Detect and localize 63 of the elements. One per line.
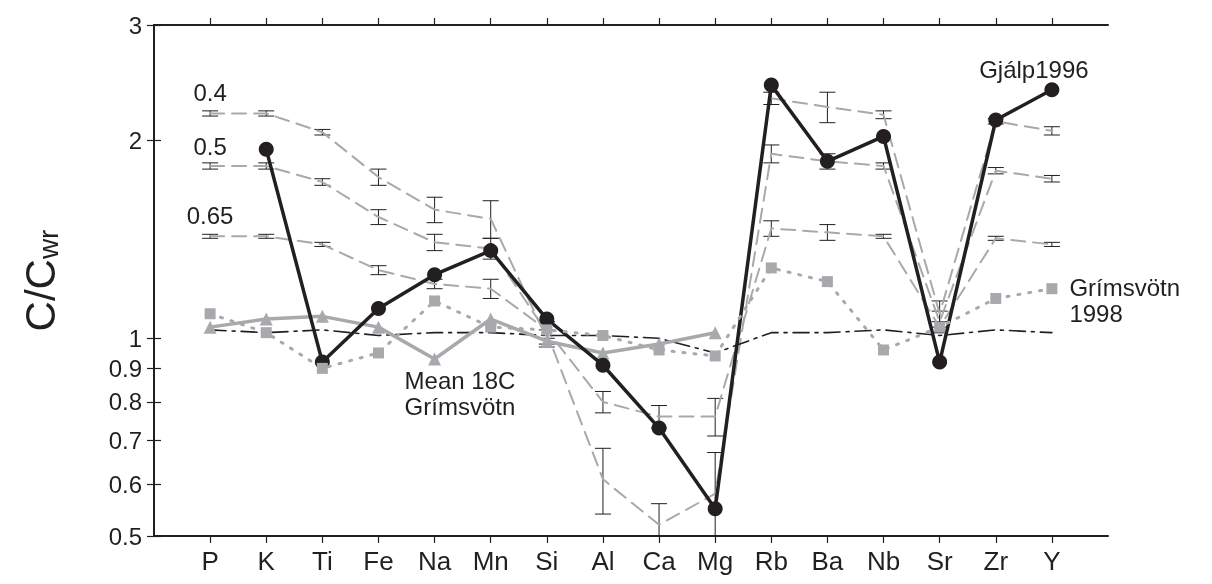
x-tick-label: Ca [642, 546, 677, 576]
x-tick-label: Nb [866, 546, 901, 576]
y-tick-label: 1 [128, 324, 142, 352]
point [990, 292, 1002, 304]
series-label: 0.4 [193, 78, 227, 106]
point [203, 320, 217, 334]
x-tick-label: K [257, 546, 276, 576]
y-axis-title: C/Cwr [16, 229, 64, 332]
point [428, 352, 442, 366]
point [821, 276, 833, 288]
point [316, 362, 328, 374]
x-tick-label: P [201, 546, 219, 576]
x-tick-label: Mn [472, 546, 509, 576]
y-tick-label: 3 [128, 11, 142, 39]
point [708, 326, 722, 340]
series-label: Gjálp1996 [979, 55, 1089, 83]
x-tick-label: Sr [926, 546, 953, 576]
point [878, 344, 890, 356]
y-tick-label: 2 [128, 127, 142, 155]
y-tick-label: 0.8 [108, 388, 142, 416]
point [315, 309, 329, 323]
point [932, 354, 948, 370]
x-tick-label: Rb [754, 546, 788, 576]
point [483, 243, 499, 259]
point [260, 327, 272, 339]
point [540, 334, 554, 348]
point [427, 267, 443, 283]
point [258, 141, 274, 157]
y-tick-label: 0.7 [108, 426, 142, 454]
point [204, 308, 216, 320]
point [370, 301, 386, 317]
point [709, 350, 721, 362]
x-tick-label: Si [535, 546, 559, 576]
y-tick-label: 0.9 [108, 354, 142, 382]
x-tick-label: Ba [811, 546, 844, 576]
x-tick-label: Mg [697, 546, 734, 576]
point [988, 112, 1004, 128]
point [651, 420, 667, 436]
point [707, 501, 723, 517]
x-tick-label: Na [417, 546, 452, 576]
point [371, 320, 385, 334]
y-tick-label: 0.6 [108, 470, 142, 498]
point [597, 329, 609, 341]
point [1046, 283, 1058, 295]
series-label: Mean 18C Grímsvötn [404, 367, 516, 421]
series-label: 0.5 [193, 133, 227, 161]
point [765, 262, 777, 274]
point [372, 347, 384, 359]
x-tick-label: Ti [312, 546, 333, 576]
series-label: Grímsvötn 1998 [1069, 274, 1181, 328]
point [763, 77, 779, 93]
point [259, 312, 273, 326]
point [653, 344, 665, 356]
point [1044, 82, 1060, 98]
x-tick-label: Al [591, 546, 615, 576]
point [876, 128, 892, 144]
y-tick-label: 0.5 [108, 522, 142, 550]
x-tick-label: Y [1043, 546, 1061, 576]
point [429, 295, 441, 307]
x-tick-label: Fe [363, 546, 394, 576]
x-tick-label: Zr [983, 546, 1009, 576]
series-label: 0.65 [186, 201, 234, 229]
point [595, 357, 611, 373]
